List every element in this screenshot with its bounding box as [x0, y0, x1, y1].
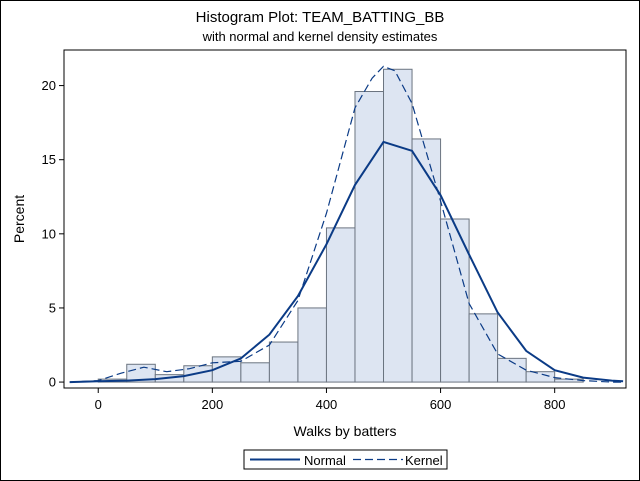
histogram-bar-1 [126, 363, 156, 383]
x-tick-label: 400 [316, 397, 338, 412]
x-tick-label: 600 [430, 397, 452, 412]
kernel-density-curve [69, 65, 624, 383]
y-tick-label: 5 [49, 300, 56, 315]
chart-subtitle: with normal and kernel density estimates [202, 29, 438, 44]
x-tick-label: 0 [95, 397, 102, 412]
x-tick-label: 200 [201, 397, 223, 412]
histogram-bar-15 [525, 371, 556, 383]
histogram-bar-10 [383, 68, 413, 383]
y-tick-label: 20 [42, 78, 56, 93]
x-axis-label: Walks by batters [294, 423, 397, 439]
density-curves [69, 65, 624, 384]
legend-kernel-label: Kernel [405, 453, 443, 468]
x-axis-ticks: 0 200 400 600 800 [95, 388, 566, 412]
legend-normal-label: Normal [304, 453, 346, 468]
histogram-bar-13 [468, 313, 499, 383]
chart-title: Histogram Plot: TEAM_BATTING_BB [195, 9, 445, 26]
y-tick-label: 10 [42, 226, 56, 241]
y-tick-label: 15 [42, 152, 56, 167]
histogram-bar-6 [268, 341, 299, 383]
plot-area-border [63, 49, 627, 389]
y-tick-label: 0 [49, 375, 56, 390]
histogram-bars [97, 68, 584, 383]
histogram-bar-8 [325, 227, 356, 383]
y-axis-label: Percent [11, 195, 27, 243]
normal-density-curve [69, 140, 624, 384]
x-tick-label: 800 [544, 397, 566, 412]
histogram-bar-9 [354, 91, 385, 383]
histogram-bar-7 [297, 307, 327, 383]
y-axis-ticks: 0 5 10 15 20 [42, 78, 64, 390]
legend-box [243, 449, 448, 470]
histogram-bar-5 [240, 362, 270, 383]
histogram-bar-11 [411, 138, 442, 383]
legend: Normal Kernel [243, 449, 448, 470]
